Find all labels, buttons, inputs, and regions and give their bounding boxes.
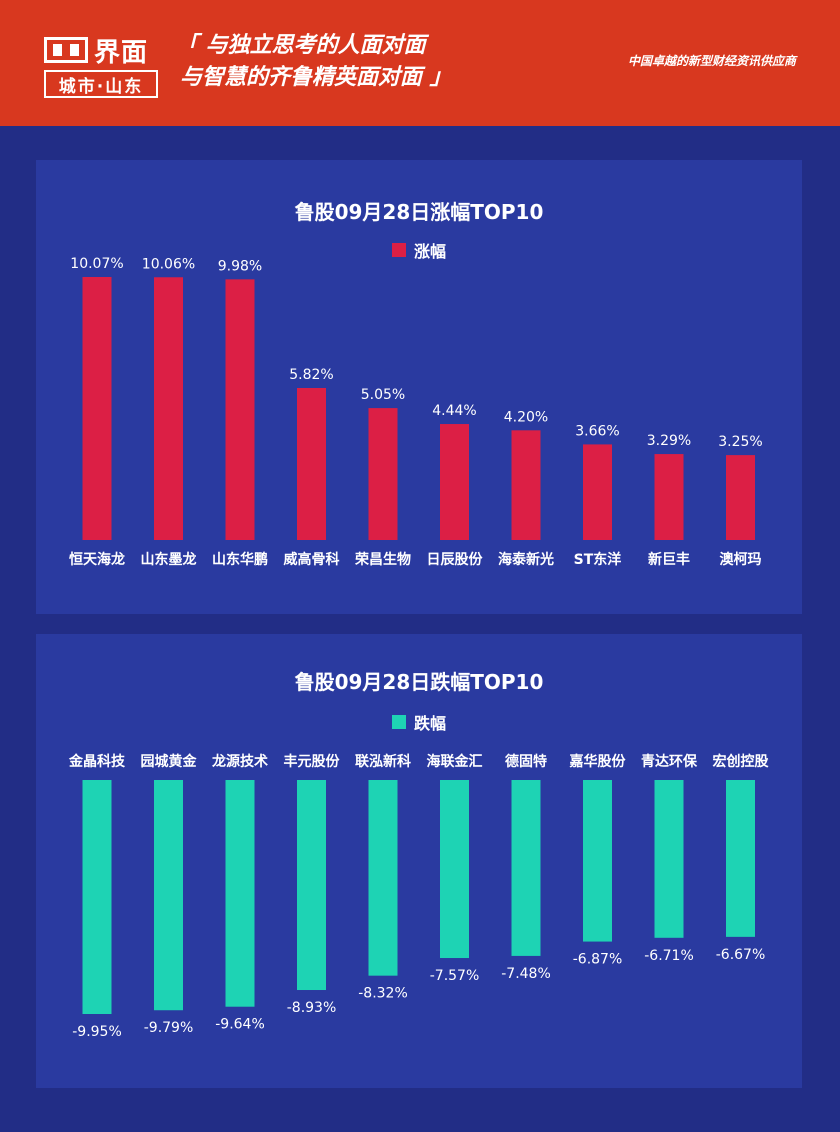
bar-6	[440, 424, 469, 540]
data-label-8: 3.66%	[575, 423, 619, 439]
data-label-1: -9.95%	[72, 1024, 122, 1040]
bar-4	[297, 387, 326, 540]
bar-3	[225, 279, 255, 540]
slogan-line-1: 「 与独立思考的人面对面	[176, 33, 426, 58]
category-label-2: 园城黄金	[141, 753, 198, 770]
bar-10	[726, 780, 755, 937]
category-label-7: 海泰新光	[498, 551, 554, 568]
data-label-2: 10.06%	[142, 256, 195, 272]
gainers-panel: 鲁股09月28日涨幅TOP10 涨幅 10.07% 恒天海龙 10.06% 山东墨龙 9…	[36, 160, 802, 614]
data-label-7: 4.20%	[504, 409, 548, 425]
bar-3	[225, 780, 255, 1007]
bar-7	[511, 780, 541, 956]
category-label-8: 嘉华股份	[569, 753, 627, 770]
bar-8	[583, 444, 612, 540]
data-label-5: 5.05%	[361, 387, 405, 403]
data-label-3: -9.64%	[215, 1017, 265, 1033]
category-label-5: 荣昌生物	[354, 551, 411, 568]
bar-8	[583, 780, 612, 942]
gainers-legend-label: 涨幅	[413, 242, 446, 261]
category-label-7: 德固特	[505, 753, 547, 770]
losers-legend-swatch	[391, 715, 406, 729]
category-label-9: 新巨丰	[648, 551, 690, 568]
jiemian-logo: 界面 城市·山东	[44, 32, 158, 98]
bar-1	[82, 780, 112, 1014]
category-label-6: 日辰股份	[427, 551, 484, 568]
category-label-4: 丰元股份	[284, 753, 341, 770]
data-label-6: 4.44%	[432, 403, 476, 419]
losers-legend-label: 跌幅	[413, 714, 446, 733]
losers-bar-chart: -9.95% 金晶科技 -9.79% 园城黄金 -9.64% 龙源技术 -8.93% 丰元股份…	[68, 753, 770, 1040]
bar-5	[368, 780, 398, 976]
bar-2	[154, 277, 183, 540]
data-label-9: 3.29%	[647, 433, 691, 449]
bar-2	[154, 780, 183, 1011]
losers-chart-title: 鲁股09月28日跌幅TOP10	[294, 670, 544, 694]
data-label-3: 9.98%	[218, 258, 262, 274]
data-label-9: -6.71%	[644, 948, 694, 964]
data-label-10: 3.25%	[718, 434, 762, 450]
data-label-6: -7.57%	[430, 968, 480, 984]
category-label-1: 恒天海龙	[69, 551, 125, 568]
bar-5	[368, 408, 398, 540]
slogan-line-2: 与智慧的齐鲁精英面对面 」	[180, 65, 452, 90]
bar-1	[82, 277, 112, 540]
bar-10	[726, 455, 755, 540]
gainers-legend: 涨幅	[36, 238, 802, 262]
logo-mark-icon	[44, 37, 88, 63]
bar-7	[511, 430, 541, 540]
bar-9	[654, 454, 684, 540]
logo-name: 界面	[94, 37, 149, 68]
gainers-bar-chart: 10.07% 恒天海龙 10.06% 山东墨龙 9.98% 山东华鹏 5.82% 威高骨科 5.…	[69, 256, 763, 568]
data-label-4: 5.82%	[289, 367, 333, 383]
category-label-9: 青达环保	[641, 753, 698, 770]
category-label-1: 金晶科技	[68, 753, 126, 770]
data-label-7: -7.48%	[501, 966, 551, 982]
losers-panel: 鲁股09月28日跌幅TOP10 跌幅 -9.95% 金晶科技 -9.79% 园城黄金 -…	[36, 634, 802, 1088]
category-label-4: 威高骨科	[284, 551, 340, 568]
tagline: 中国卓越的新型财经资讯供应商	[627, 54, 796, 68]
data-label-8: -6.87%	[573, 952, 623, 968]
bar-9	[654, 780, 684, 938]
category-label-3: 山东华鹏	[212, 551, 268, 568]
data-label-5: -8.32%	[358, 986, 408, 1002]
gainers-chart-title: 鲁股09月28日涨幅TOP10	[294, 200, 544, 224]
header-banner: 界面 城市·山东 「 与独立思考的人面对面 与智慧的齐鲁精英面对面 」 中国卓越…	[0, 0, 840, 126]
category-label-5: 联泓新科	[355, 753, 411, 770]
category-label-3: 龙源技术	[211, 753, 268, 770]
data-label-2: -9.79%	[144, 1020, 194, 1036]
logo-city: 城市·山东	[44, 70, 158, 98]
category-label-8: ST东洋	[574, 551, 622, 568]
category-label-10: 澳柯玛	[720, 551, 762, 568]
gainers-legend-swatch	[391, 243, 406, 257]
category-label-10: 宏创控股	[713, 753, 770, 770]
data-label-1: 10.07%	[70, 256, 123, 272]
slogan: 「 与独立思考的人面对面 与智慧的齐鲁精英面对面 」	[176, 30, 506, 94]
data-label-10: -6.67%	[716, 947, 766, 963]
bar-4	[297, 780, 326, 991]
bar-6	[440, 780, 469, 959]
losers-legend: 跌幅	[36, 710, 802, 734]
category-label-2: 山东墨龙	[141, 551, 197, 568]
data-label-4: -8.93%	[287, 1000, 337, 1016]
category-label-6: 海联金汇	[427, 753, 483, 770]
